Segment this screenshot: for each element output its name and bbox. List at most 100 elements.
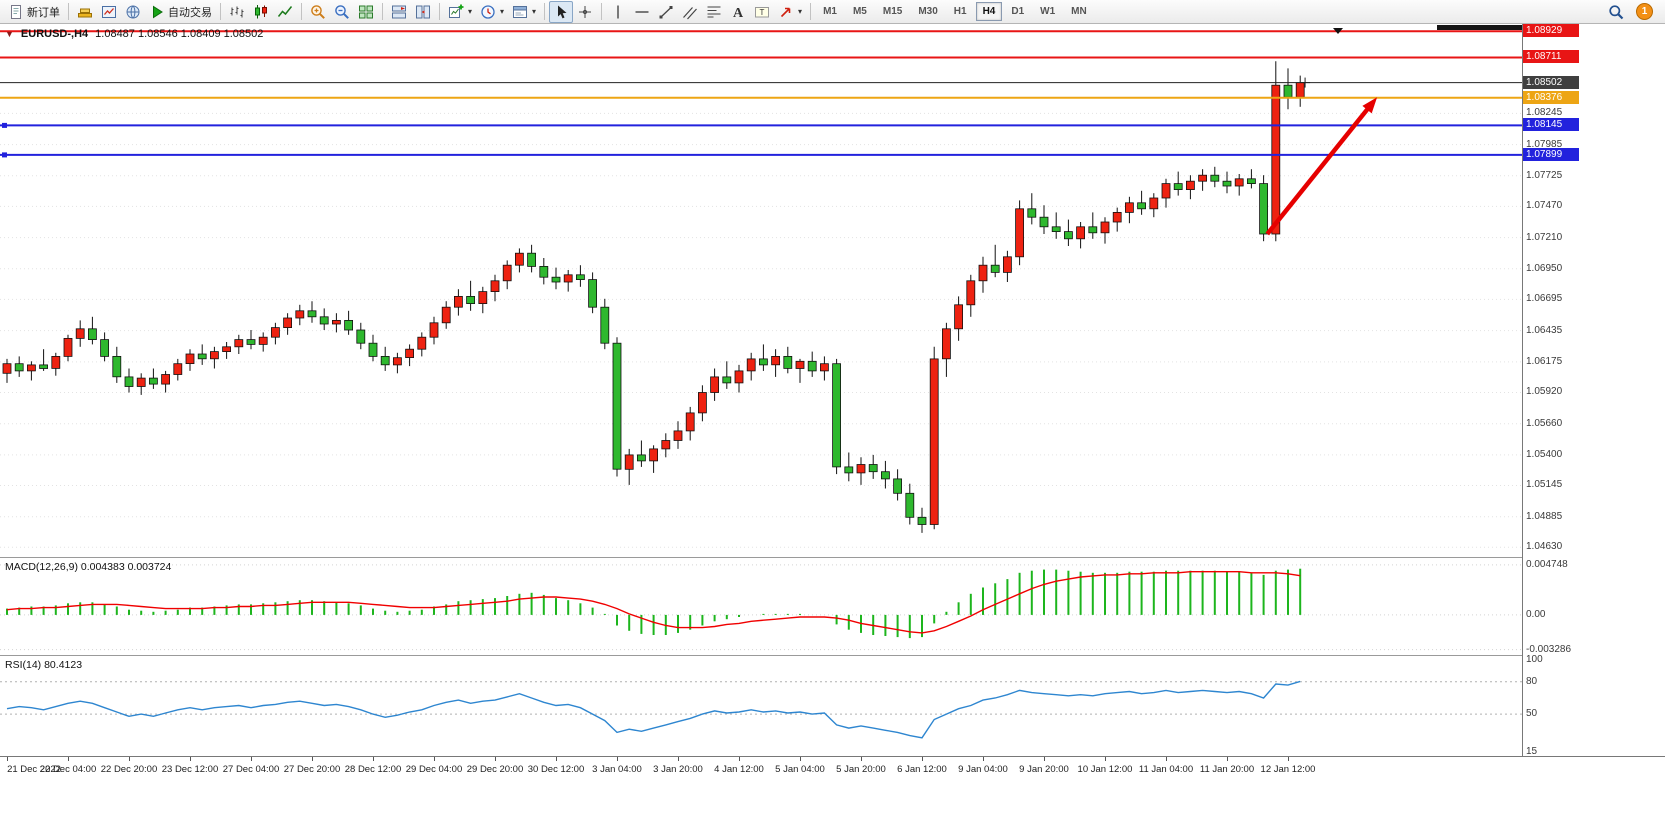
- new-chart-button[interactable]: ▾: [444, 1, 476, 23]
- time-axis-tick: [434, 757, 435, 761]
- time-axis-label: 11 Jan 04:00: [1138, 764, 1194, 775]
- fibo-icon: [707, 6, 721, 17]
- time-axis-tick: [861, 757, 862, 761]
- arrows-button[interactable]: ▾: [774, 1, 806, 23]
- chart-title: ▼ EURUSD-,H4 1.08487 1.08546 1.08409 1.0…: [5, 28, 263, 40]
- time-axis-tick: [922, 757, 923, 761]
- timeframe-h1-button[interactable]: H1: [953, 6, 967, 17]
- candlestick-chart-button[interactable]: [249, 1, 273, 23]
- zoom-out-button[interactable]: [330, 1, 354, 23]
- time-axis-tick: [7, 757, 8, 761]
- cursor-icon: [558, 5, 567, 18]
- chart-area[interactable]: 1.08245 1.07985 1.07725 1.07470 1.07210 1.069…: [0, 24, 1665, 832]
- timeframe-mn-button[interactable]: MN: [1071, 6, 1087, 17]
- price-level-badge: 1.08929: [1523, 24, 1579, 37]
- panel-separator[interactable]: [0, 557, 1665, 558]
- rsi-panel-canvas[interactable]: [0, 656, 1522, 755]
- cascade-windows-button[interactable]: [411, 1, 435, 23]
- time-axis-label: 5 Jan 20:00: [836, 764, 886, 775]
- timeframe-w1-button[interactable]: W1: [1040, 6, 1056, 17]
- price-tick-label: 1.06950: [1526, 263, 1563, 274]
- price-tick-label: 1.08245: [1526, 107, 1563, 118]
- time-axis-tick: [739, 757, 740, 761]
- textT-icon: T: [755, 6, 770, 17]
- time-axis-label: 12 Jan 12:00: [1260, 764, 1316, 775]
- grid-icon: [359, 5, 373, 18]
- collapse-chart-icon[interactable]: ▼: [5, 28, 14, 39]
- time-axis-label: 4 Jan 12:00: [714, 764, 764, 775]
- timeframe-m15-button[interactable]: M15: [882, 6, 903, 17]
- arrange-windows-button[interactable]: [387, 1, 411, 23]
- time-axis-label: 23 Dec 12:00: [161, 764, 219, 775]
- current-price-badge: 1.08502: [1523, 76, 1579, 89]
- fibonacci-button[interactable]: [702, 1, 726, 23]
- text-button[interactable]: A: [726, 1, 750, 23]
- price-axis[interactable]: 1.08245 1.07985 1.07725 1.07470 1.07210 1.069…: [1522, 24, 1665, 757]
- notification-badge[interactable]: 1: [1636, 3, 1653, 20]
- trend-arrow-annotation[interactable]: [1265, 97, 1378, 236]
- panel-separator[interactable]: [0, 655, 1665, 656]
- trendline-button[interactable]: [654, 1, 678, 23]
- macd-tick-label: 0.00: [1526, 609, 1546, 620]
- timeframe-m30-button[interactable]: M30: [918, 6, 938, 17]
- timeframe-m1-button[interactable]: M1: [823, 6, 837, 17]
- tile-windows-button[interactable]: [354, 1, 378, 23]
- time-axis[interactable]: 21 Dec 2022 22 Dec 04:00 22 Dec 20:00 23 De…: [0, 756, 1665, 781]
- zoomin-icon: [311, 4, 325, 19]
- new-order-button[interactable]: 新订单: [4, 1, 64, 23]
- price-chart-canvas[interactable]: [0, 24, 1522, 557]
- data-window-button[interactable]: [97, 1, 121, 23]
- svg-text:A: A: [733, 6, 744, 20]
- chart-scrollbar-thumb[interactable]: [1437, 25, 1522, 30]
- time-axis-label: 27 Dec 20:00: [283, 764, 341, 775]
- macd-panel-canvas[interactable]: [0, 558, 1522, 655]
- price-level-line[interactable]: [0, 152, 1522, 158]
- time-axis-label: 11 Jan 20:00: [1199, 764, 1255, 775]
- tilev-icon: [416, 5, 430, 18]
- bar-chart-button[interactable]: [225, 1, 249, 23]
- line-chart-button[interactable]: [273, 1, 297, 23]
- cursor-button[interactable]: [549, 0, 574, 23]
- toolbar-separator: [544, 3, 546, 20]
- market-watch-button[interactable]: [73, 1, 97, 23]
- time-axis-tick: [129, 757, 130, 761]
- text-label-button[interactable]: T: [750, 1, 774, 23]
- price-level-line[interactable]: [0, 122, 1522, 128]
- price-tick-label: 1.07210: [1526, 232, 1563, 243]
- price-tick-label: 1.07985: [1526, 139, 1563, 150]
- horizontal-line-button[interactable]: [630, 1, 654, 23]
- periods-button[interactable]: ▾: [476, 1, 508, 23]
- rsi-tick-label: 80: [1526, 676, 1538, 687]
- rsi-level-lines: [0, 681, 1522, 715]
- price-tick-label: 1.04885: [1526, 511, 1563, 522]
- templates-button[interactable]: ▾: [508, 1, 540, 23]
- macd-indicator-label: MACD(12,26,9) 0.004383 0.003724: [5, 561, 172, 573]
- zoom-in-button[interactable]: [306, 1, 330, 23]
- time-axis-tick: [983, 757, 984, 761]
- price-tick-label: 1.04630: [1526, 541, 1563, 552]
- time-axis-label: 10 Jan 12:00: [1077, 764, 1133, 775]
- chart-shift-marker-icon[interactable]: [1333, 28, 1343, 34]
- rsi-tick-label: 100: [1526, 654, 1543, 665]
- toolbar-right-group: 1: [1604, 1, 1661, 23]
- toolbar-separator: [382, 3, 383, 20]
- timeframe-h4-button[interactable]: H4: [975, 2, 1003, 21]
- timeframe-m5-button[interactable]: M5: [852, 6, 867, 17]
- macd-histogram: [6, 568, 1302, 639]
- chart-ohlc-values: 1.08487 1.08546 1.08409 1.08502: [95, 28, 264, 40]
- timeframe-d1-button[interactable]: D1: [1011, 6, 1025, 17]
- autotrading-button[interactable]: 自动交易: [145, 1, 216, 23]
- linechart-icon: [277, 5, 293, 17]
- caret-down-icon: ▾: [798, 7, 803, 16]
- price-tick-label: 1.06435: [1526, 325, 1563, 336]
- time-axis-tick: [312, 757, 313, 761]
- price-tick-label: 1.05920: [1526, 386, 1563, 397]
- navigator-button[interactable]: [121, 1, 145, 23]
- equidistant-channel-button[interactable]: [678, 1, 702, 23]
- channel-icon: [683, 6, 697, 19]
- search-button[interactable]: [1604, 1, 1628, 23]
- vertical-line-button[interactable]: [606, 1, 630, 23]
- time-axis-tick: [251, 757, 252, 761]
- clock-icon: [481, 4, 495, 19]
- crosshair-button[interactable]: [573, 1, 597, 23]
